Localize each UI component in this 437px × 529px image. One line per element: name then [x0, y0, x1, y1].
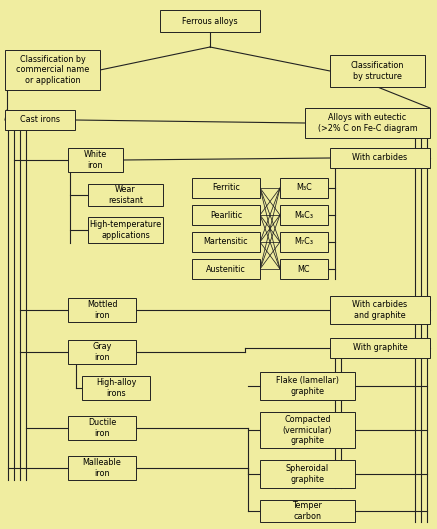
FancyBboxPatch shape	[260, 412, 355, 448]
Text: Classification by
commercial name
or application: Classification by commercial name or app…	[16, 55, 89, 85]
Text: With carbides
and graphite: With carbides and graphite	[352, 300, 408, 320]
Text: MC: MC	[298, 264, 310, 273]
Text: M₇C₃: M₇C₃	[295, 238, 313, 247]
FancyBboxPatch shape	[305, 108, 430, 138]
FancyBboxPatch shape	[330, 296, 430, 324]
Text: High-alloy
irons: High-alloy irons	[96, 378, 136, 398]
FancyBboxPatch shape	[5, 50, 100, 90]
Text: With carbides: With carbides	[352, 153, 408, 162]
FancyBboxPatch shape	[280, 259, 328, 279]
FancyBboxPatch shape	[192, 205, 260, 225]
FancyBboxPatch shape	[192, 232, 260, 252]
Text: Classification
by structure: Classification by structure	[351, 61, 404, 81]
FancyBboxPatch shape	[88, 184, 163, 206]
Text: Martensitic: Martensitic	[204, 238, 248, 247]
FancyBboxPatch shape	[330, 338, 430, 358]
Text: Ferrous alloys: Ferrous alloys	[182, 16, 238, 25]
FancyBboxPatch shape	[330, 148, 430, 168]
Text: Alloys with eutectic
(>2% C on Fe-C diagram: Alloys with eutectic (>2% C on Fe-C diag…	[318, 113, 417, 133]
FancyBboxPatch shape	[260, 460, 355, 488]
FancyBboxPatch shape	[88, 217, 163, 243]
FancyBboxPatch shape	[68, 456, 136, 480]
FancyBboxPatch shape	[330, 55, 425, 87]
FancyBboxPatch shape	[68, 298, 136, 322]
FancyBboxPatch shape	[280, 205, 328, 225]
Text: Compacted
(vermicular)
graphite: Compacted (vermicular) graphite	[283, 415, 332, 445]
FancyBboxPatch shape	[5, 110, 75, 130]
Text: Temper
carbon: Temper carbon	[292, 501, 323, 521]
Text: Malleable
iron: Malleable iron	[83, 458, 121, 478]
FancyBboxPatch shape	[68, 416, 136, 440]
FancyBboxPatch shape	[68, 148, 123, 172]
Text: Ductile
iron: Ductile iron	[88, 418, 116, 437]
FancyBboxPatch shape	[280, 178, 328, 198]
Text: Flake (lamellar)
graphite: Flake (lamellar) graphite	[276, 376, 339, 396]
Text: Spheroidal
graphite: Spheroidal graphite	[286, 464, 329, 484]
FancyBboxPatch shape	[280, 232, 328, 252]
Text: Austenitic: Austenitic	[206, 264, 246, 273]
Text: Gray
iron: Gray iron	[92, 342, 112, 362]
FancyBboxPatch shape	[260, 500, 355, 522]
Text: Wear
resistant: Wear resistant	[108, 185, 143, 205]
FancyBboxPatch shape	[160, 10, 260, 32]
Text: Ferritic: Ferritic	[212, 184, 240, 193]
Text: White
iron: White iron	[84, 150, 107, 170]
Text: Cast irons: Cast irons	[20, 115, 60, 124]
Text: M₃C: M₃C	[296, 184, 312, 193]
Text: With graphite: With graphite	[353, 343, 407, 352]
FancyBboxPatch shape	[82, 376, 150, 400]
Text: Mottled
iron: Mottled iron	[87, 300, 117, 320]
Text: M₄C₃: M₄C₃	[295, 211, 313, 220]
FancyBboxPatch shape	[260, 372, 355, 400]
FancyBboxPatch shape	[192, 178, 260, 198]
Text: High-temperature
applications: High-temperature applications	[90, 220, 162, 240]
Text: Pearlitic: Pearlitic	[210, 211, 242, 220]
FancyBboxPatch shape	[192, 259, 260, 279]
FancyBboxPatch shape	[68, 340, 136, 364]
